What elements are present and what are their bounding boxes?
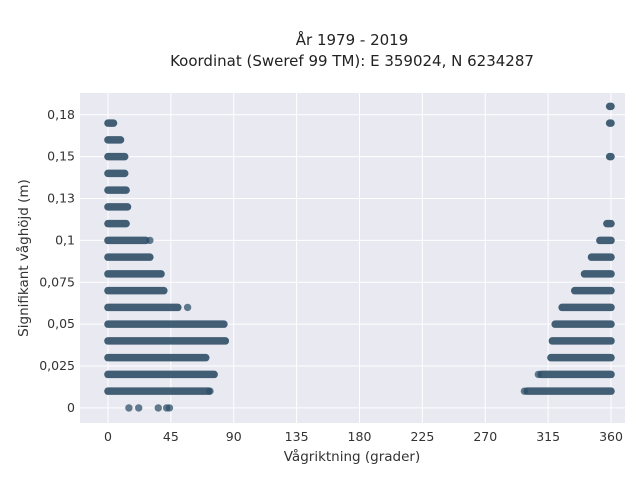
x-tick-label: 135 xyxy=(285,429,309,444)
scatter-point xyxy=(134,404,143,412)
y-tick-label: 0,13 xyxy=(47,191,75,206)
y-tick-label: 0,05 xyxy=(47,316,75,331)
chart-title-line-2: Koordinat (Sweref 99 TM): E 359024, N 62… xyxy=(170,52,534,70)
scatter-point xyxy=(206,387,214,395)
y-tick-label: 0,1 xyxy=(55,232,75,247)
x-tick-label: 270 xyxy=(473,429,497,444)
y-axis-label: Signifikant våghöjd (m) xyxy=(15,179,32,337)
x-tick-label: 90 xyxy=(226,429,242,444)
x-axis-label: Vågriktning (grader) xyxy=(284,448,421,465)
y-tick-label: 0,025 xyxy=(39,358,75,373)
x-tick-label: 315 xyxy=(536,429,560,444)
chart-title-line-1: År 1979 - 2019 xyxy=(296,30,409,49)
scatter-point xyxy=(520,387,529,395)
x-tick-label: 0 xyxy=(104,429,112,444)
y-tick-label: 0,15 xyxy=(47,149,75,164)
x-tick-label: 225 xyxy=(410,429,434,444)
y-axis-ticks: 0 0,025 0,05 0,075 0,1 0,13 0,15 0,18 xyxy=(39,107,75,415)
scatter-point xyxy=(146,236,154,245)
scatter-point xyxy=(534,370,543,379)
x-tick-label: 360 xyxy=(599,429,623,444)
scatter-points xyxy=(104,102,615,412)
y-tick-label: 0 xyxy=(67,400,75,415)
x-axis-ticks: 0 45 90 135 180 225 270 315 360 xyxy=(104,429,623,444)
grid-lines xyxy=(80,93,625,423)
y-tick-label: 0,075 xyxy=(39,274,75,289)
scatter-point xyxy=(165,404,174,412)
x-tick-label: 45 xyxy=(163,429,179,444)
scatter-point xyxy=(154,404,162,412)
y-tick-label: 0,18 xyxy=(47,107,75,122)
scatter-point xyxy=(183,303,192,312)
x-tick-label: 180 xyxy=(348,429,372,444)
scatter-point xyxy=(125,404,133,412)
